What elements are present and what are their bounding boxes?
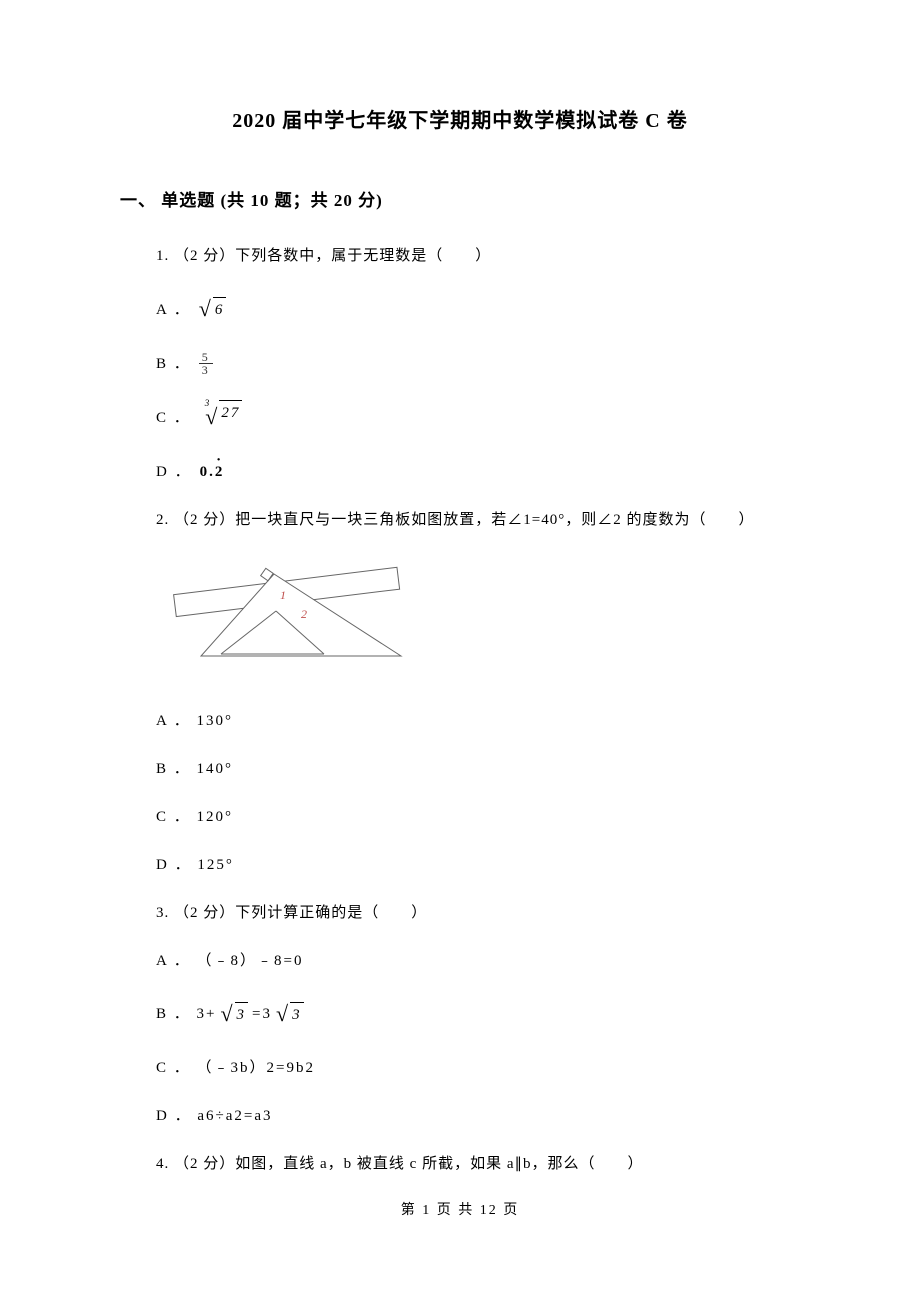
q1-option-c: C ． 3 √27	[120, 400, 800, 435]
q3-option-a: A ． （﹣8）﹣8=0	[120, 949, 800, 973]
q2-option-b: B ． 140°	[120, 757, 800, 781]
question-4: 4. （2 分）如图，直线 a，b 被直线 c 所截，如果 a∥b，那么（ ）	[120, 1152, 800, 1176]
q3-option-d: D ． a6÷a2=a3	[120, 1104, 800, 1128]
sqrt-icon: √3	[276, 997, 304, 1032]
option-label: B ． 3+	[156, 1002, 216, 1026]
q2-option-c: C ． 120°	[120, 805, 800, 829]
svg-text:1: 1	[280, 588, 286, 602]
exam-title: 2020 届中学七年级下学期期中数学模拟试卷 C 卷	[120, 105, 800, 137]
option-label: A ．	[156, 298, 191, 322]
q1-option-b: B ． 5 3	[120, 351, 800, 376]
q3-option-c: C ． （﹣3b）2=9b2	[120, 1056, 800, 1080]
cube-root-icon: 3 √27	[199, 400, 243, 435]
repeating-decimal: 0.2	[200, 460, 225, 484]
page-footer: 第 1 页 共 12 页	[120, 1200, 800, 1222]
q1-option-d: D ． 0.2	[120, 460, 800, 484]
question-1: 1. （2 分）下列各数中，属于无理数是（ ）	[120, 244, 800, 268]
q2-option-a: A ． 130°	[120, 709, 800, 733]
question-3: 3. （2 分）下列计算正确的是（ ）	[120, 901, 800, 925]
svg-text:2: 2	[301, 607, 307, 621]
q1-option-a: A ． √6	[120, 292, 800, 327]
fraction-icon: 5 3	[199, 351, 213, 376]
option-label: B ．	[156, 352, 191, 376]
q3-option-b: B ． 3+ √3 =3 √3	[120, 997, 800, 1032]
option-label: C ．	[156, 406, 191, 430]
sqrt-icon: √6	[199, 292, 227, 327]
option-label: D ．	[156, 460, 192, 484]
option-text: =3	[252, 1002, 272, 1026]
q2-figure: 1 2	[120, 556, 800, 679]
sqrt-icon: √3	[220, 997, 248, 1032]
q2-option-d: D ． 125°	[120, 853, 800, 877]
section-header: 一、 单选题 (共 10 题；共 20 分)	[120, 187, 800, 214]
question-2: 2. （2 分）把一块直尺与一块三角板如图放置，若∠1=40°，则∠2 的度数为…	[120, 508, 800, 532]
